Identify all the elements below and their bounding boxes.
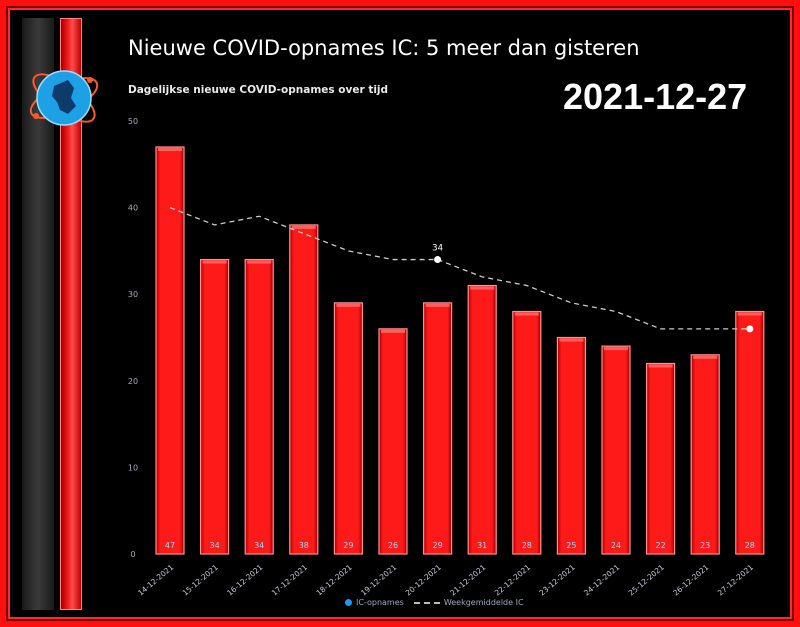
bar-value-label: 29: [433, 541, 443, 550]
bar: [378, 328, 408, 555]
x-tick-label: 18-12-2021: [315, 562, 354, 597]
bar-highlight: [693, 355, 718, 359]
bar: [200, 258, 230, 555]
bar-value-label: 31: [477, 541, 487, 550]
x-tick-label: 15-12-2021: [181, 562, 220, 597]
bar: [244, 258, 274, 555]
x-tick-label: 17-12-2021: [270, 562, 309, 597]
bar-value-label: 28: [522, 541, 532, 550]
bar-value-label: 25: [566, 541, 576, 550]
bar-highlight: [381, 329, 405, 333]
y-tick-label: 30: [128, 290, 138, 299]
bar-value-label: 28: [745, 541, 755, 550]
x-tick-label: 24-12-2021: [582, 562, 621, 597]
x-tick-label: 27-12-2021: [716, 562, 755, 597]
bar-highlight: [247, 260, 272, 264]
legend-dash-icon: [413, 601, 440, 604]
left-decorative-bar: [60, 18, 82, 610]
bar: [467, 284, 497, 555]
line-end-point: [746, 325, 754, 333]
date-label: 2021-12-27: [563, 76, 748, 117]
bar-highlight: [425, 303, 450, 307]
x-tick-label: 21-12-2021: [448, 562, 487, 597]
weekly-average-line: [169, 206, 750, 330]
bar: [423, 302, 453, 555]
bar: [333, 302, 363, 555]
bar-value-label: 47: [165, 541, 175, 550]
bar-highlight: [559, 338, 584, 342]
x-tick-label: 22-12-2021: [493, 562, 532, 597]
legend-dot-icon: [345, 599, 352, 606]
bar-highlight: [470, 286, 495, 290]
bar-highlight: [604, 347, 628, 351]
bar-value-label: 29: [343, 541, 353, 550]
bar-highlight: [737, 312, 762, 316]
legend: IC-opnames Weekgemiddelde IC: [345, 598, 524, 607]
bar-value-label: 38: [299, 541, 309, 550]
bar-value-label: 26: [388, 541, 398, 550]
annotation-label: 34: [432, 244, 443, 254]
y-tick-label: 40: [128, 204, 138, 213]
y-tick-label: 50: [128, 117, 138, 126]
bar: [556, 336, 587, 555]
x-tick-label: 26-12-2021: [671, 562, 710, 597]
y-tick-label: 0: [130, 550, 135, 559]
x-tick-label: 19-12-2021: [359, 562, 398, 597]
bar: [690, 354, 720, 555]
bar-highlight: [291, 225, 316, 229]
page-title: Nieuwe COVID-opnames IC: 5 meer dan gist…: [128, 36, 640, 60]
x-tick-label: 14-12-2021: [136, 562, 175, 597]
chart-subtitle: Dagelijkse nieuwe COVID-opnames over tij…: [128, 84, 389, 96]
x-tick-label: 16-12-2021: [225, 562, 264, 597]
bar-value-label: 24: [611, 541, 621, 550]
bar-value-label: 23: [700, 541, 710, 550]
legend-series-2: Weekgemiddelde IC: [443, 598, 524, 607]
bar-highlight: [336, 303, 361, 307]
y-tick-label: 20: [128, 377, 138, 386]
bar: [155, 146, 185, 555]
bar: [512, 310, 542, 555]
bar: [735, 310, 765, 555]
bar-value-label: 34: [210, 541, 220, 550]
bar-highlight: [648, 364, 673, 368]
bar-highlight: [514, 312, 539, 316]
bar-value-label: 22: [656, 541, 666, 550]
legend-series-1: IC-opnames: [356, 598, 404, 607]
y-tick-label: 10: [128, 463, 138, 472]
bar: [289, 224, 319, 555]
bar: [601, 345, 631, 555]
bar-highlight: [158, 147, 182, 151]
inner-frame: [8, 8, 792, 619]
bar-highlight: [202, 260, 227, 264]
x-tick-label: 23-12-2021: [538, 562, 577, 597]
bar-value-label: 34: [254, 541, 264, 550]
x-tick-label: 25-12-2021: [627, 562, 666, 597]
globe-logo-icon: [29, 70, 99, 126]
x-tick-label: 20-12-2021: [404, 562, 443, 597]
bar: [645, 362, 676, 555]
annotation-point: [434, 256, 442, 264]
